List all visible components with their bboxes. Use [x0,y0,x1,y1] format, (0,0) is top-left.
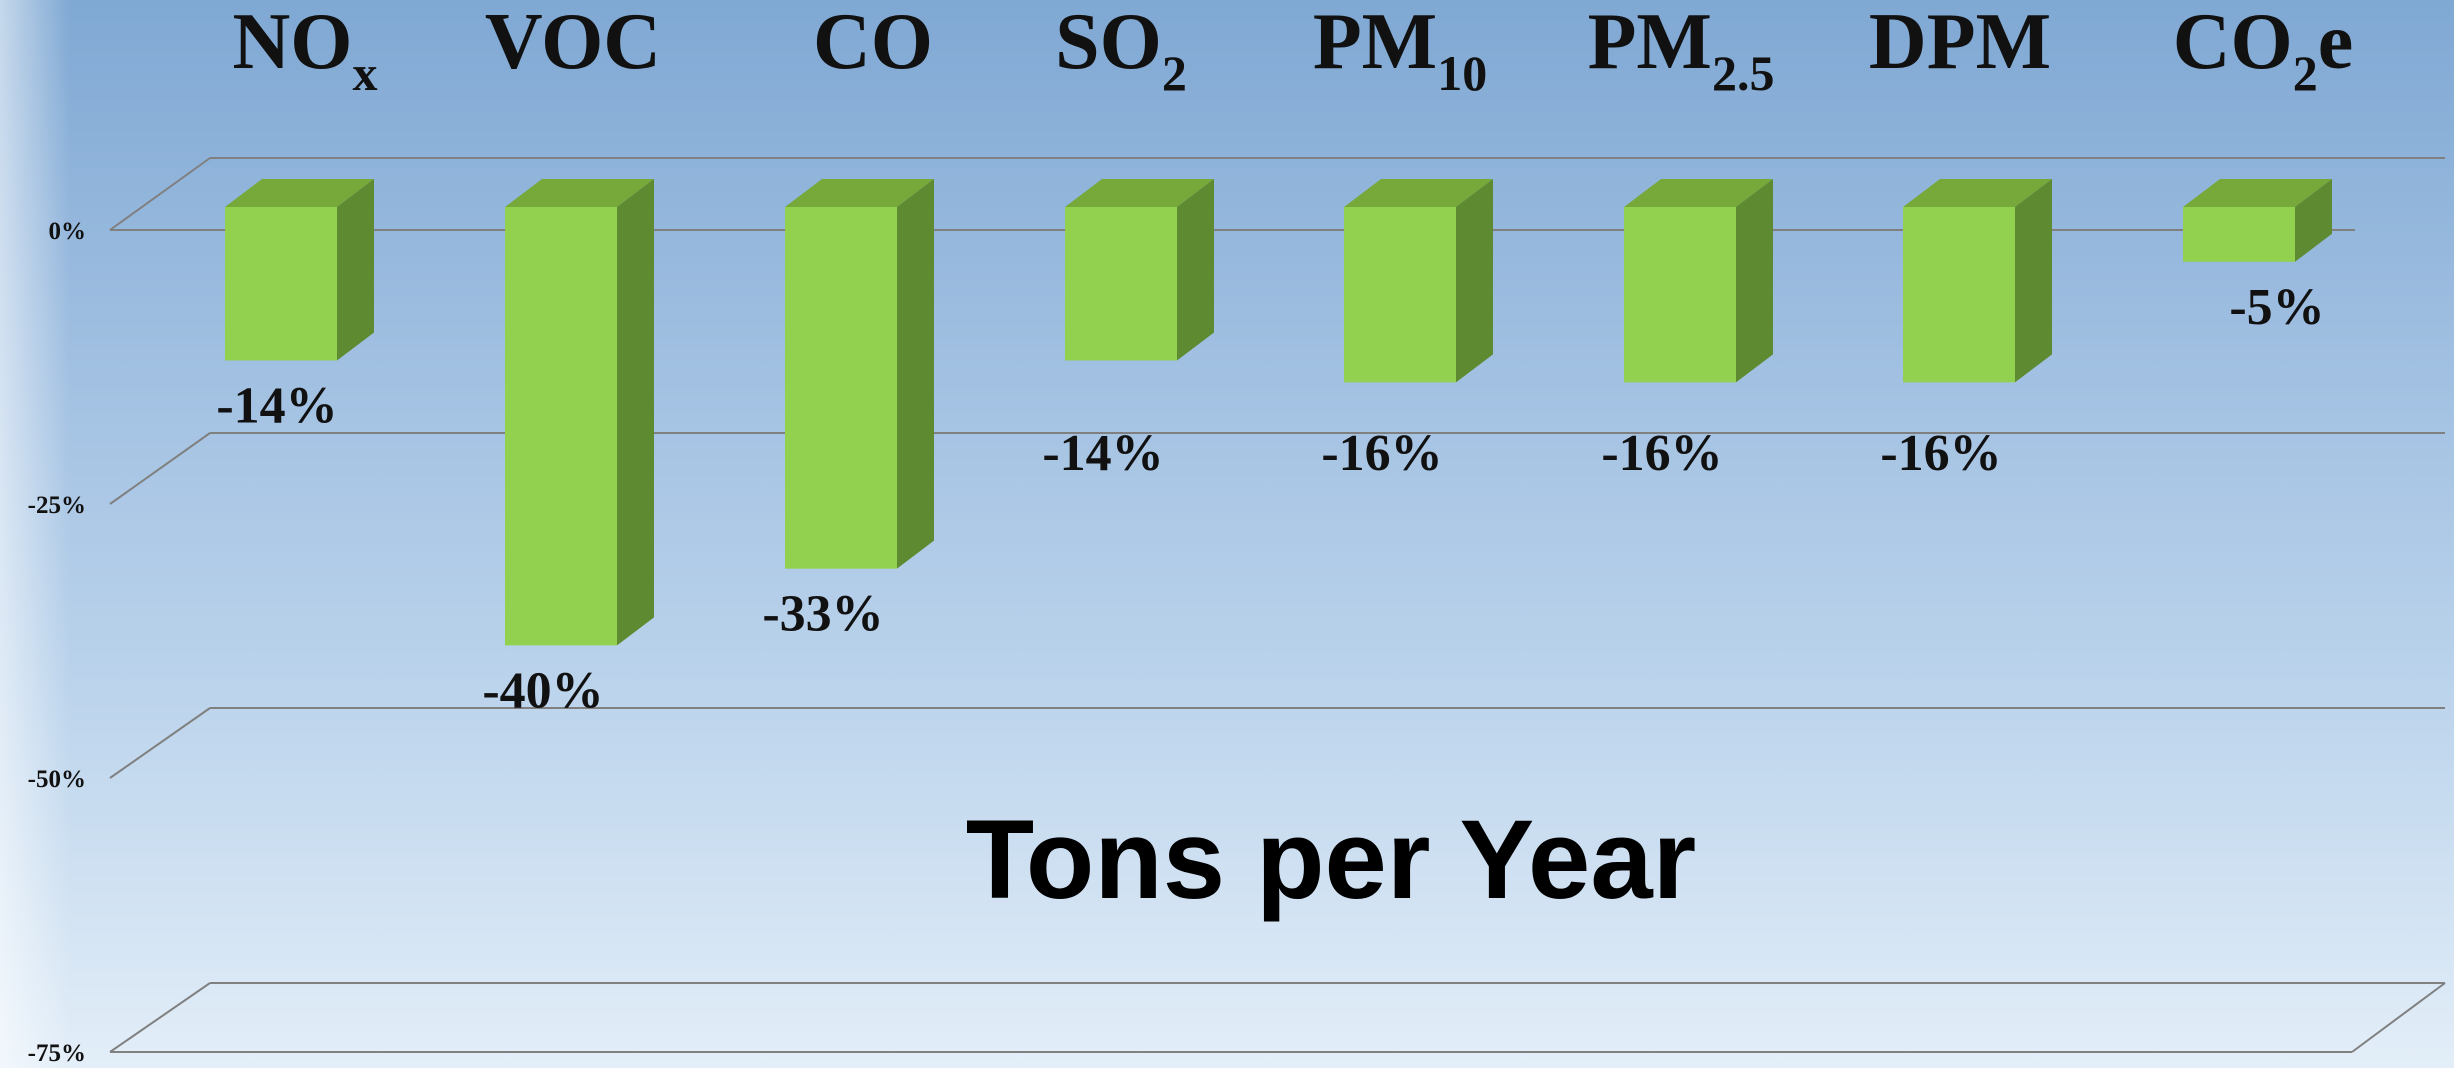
category-labels: NOx VOC CO SO2 PM10 PM2.5 DPM CO2e [233,0,2354,101]
gridlines [109,157,2446,1053]
bar-1 [505,179,654,646]
category-label-base: NO [233,0,353,86]
category-label-suffix: e [2318,0,2354,86]
bar-side [2015,179,2052,383]
bar-front [1344,207,1456,383]
y-axis-tick-labels: 0% -25% -50% -75% [28,218,86,1067]
gridline-diagonal [109,707,211,779]
category-label-subscript: x [353,45,378,101]
category-label: PM2.5 [1588,0,1775,101]
data-label: -16% [1321,425,1442,482]
y-tick-label: -75% [28,1040,86,1067]
bar-top [2183,179,2332,207]
bar-4 [1344,179,1493,383]
category-label: PM10 [1313,0,1487,101]
data-labels: -14% -40% -33% -14% -16% -16% -16% -5% [216,279,2324,720]
bar-top [1903,179,2052,207]
gridline-diagonal [109,432,211,505]
bar-side [617,179,654,646]
y-tick-label: -25% [28,492,86,519]
bar-2 [785,179,934,569]
bar-top [1344,179,1493,207]
bar-3 [1065,179,1214,361]
category-label: NOx [233,0,378,101]
category-label-base: PM [1588,0,1712,86]
y-tick-label: -50% [28,766,86,793]
bar-side [337,179,374,361]
category-label-base: DPM [1869,0,2051,86]
bar-side [2295,179,2332,262]
bar-front [1065,207,1177,361]
data-label: -14% [216,377,337,434]
category-label-subscript: 2 [1162,45,1187,101]
bar-side [1456,179,1493,383]
bar-7 [2183,179,2332,262]
data-label: -33% [762,586,883,643]
category-label-base: SO [1055,0,1162,86]
bar-side [897,179,934,569]
data-label: -14% [1042,425,1163,482]
bar-front [225,207,337,361]
data-label: -16% [1880,425,2001,482]
y-tick-label: 0% [49,218,87,245]
category-label: VOC [485,0,661,86]
bar-top [225,179,374,207]
bar-front [1903,207,2015,383]
chart-annotation: Tons per Year [966,797,1696,922]
category-label-subscript: 2 [2293,45,2318,101]
bar-top [785,179,934,207]
bar-side [1736,179,1773,383]
category-label-base: CO [813,0,933,86]
category-label: CO [813,0,933,86]
bar-side [1177,179,1214,361]
gridline-diagonal [109,157,211,231]
bar-5 [1624,179,1773,383]
bar-front [505,207,617,646]
bar-top [505,179,654,207]
category-label-base: VOC [485,0,661,86]
bars [225,179,2332,646]
bar-6 [1903,179,2052,383]
data-label: -16% [1601,425,1722,482]
category-label-subscript: 2.5 [1712,45,1775,101]
data-label: -40% [482,662,603,719]
floor-right-edge [2351,982,2446,1053]
bar-front [785,207,897,569]
gridline-diagonal [109,982,211,1053]
bar-front [2183,207,2295,262]
bar-front [1624,207,1736,383]
data-label: -5% [2229,279,2324,336]
bar-top [1624,179,1773,207]
category-label: CO2e [2173,0,2354,101]
bar-top [1065,179,1214,207]
category-label-subscript: 10 [1437,45,1487,101]
category-label: SO2 [1055,0,1187,101]
category-label: DPM [1869,0,2051,86]
category-label-base: CO [2173,0,2293,86]
bar-0 [225,179,374,361]
category-label-base: PM [1313,0,1437,86]
